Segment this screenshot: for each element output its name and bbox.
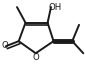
Text: O: O <box>2 41 8 50</box>
Text: OH: OH <box>49 3 62 12</box>
Text: O: O <box>32 53 39 62</box>
